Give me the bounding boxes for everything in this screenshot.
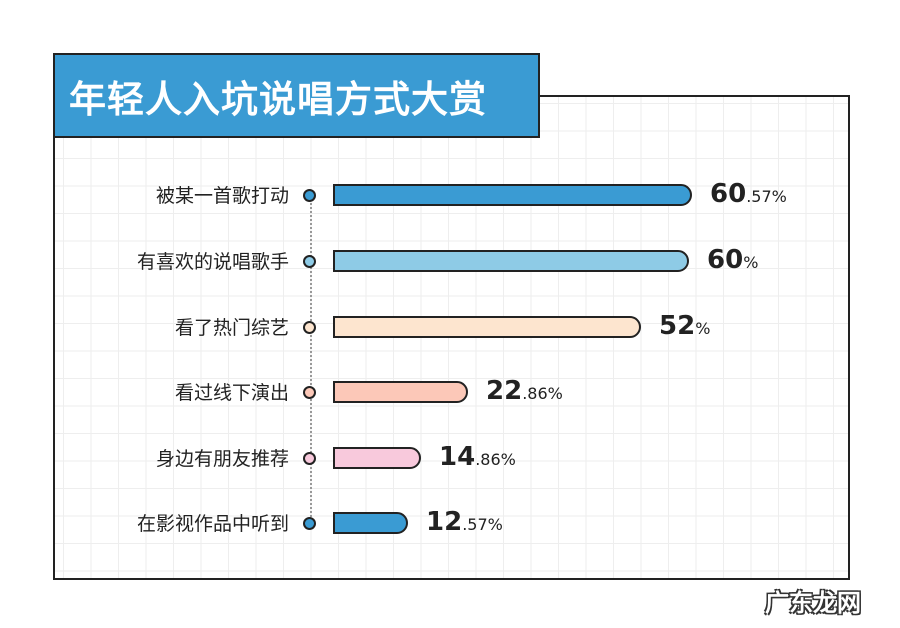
bar-row: 身边有朋友推荐 14.86% bbox=[0, 442, 900, 472]
dotted-axis-line bbox=[310, 196, 312, 520]
category-label: 看了热门综艺 bbox=[174, 317, 289, 339]
category-label: 有喜欢的说唱歌手 bbox=[136, 251, 289, 273]
bar-row: 在影视作品中听到 12.57% bbox=[0, 507, 900, 537]
marker-dot-icon bbox=[303, 386, 316, 399]
bar bbox=[333, 381, 468, 403]
value-label: 60.57% bbox=[710, 179, 787, 209]
category-label: 看过线下演出 bbox=[174, 382, 289, 404]
category-label: 身边有朋友推荐 bbox=[155, 448, 289, 470]
bar bbox=[333, 512, 408, 534]
bar-row: 看过线下演出 22.86% bbox=[0, 376, 900, 406]
marker-dot-icon bbox=[303, 189, 316, 202]
chart-title: 年轻人入坑说唱方式大赏 bbox=[53, 53, 540, 138]
bar bbox=[333, 250, 689, 272]
watermark: 广东龙网 bbox=[765, 589, 861, 617]
value-label: 60% bbox=[707, 245, 759, 275]
value-label: 12.57% bbox=[426, 507, 503, 537]
value-label: 22.86% bbox=[486, 376, 563, 406]
bar-row: 被某一首歌打动 60.57% bbox=[0, 179, 900, 209]
marker-dot-icon bbox=[303, 452, 316, 465]
category-label: 在影视作品中听到 bbox=[136, 513, 289, 535]
bar bbox=[333, 184, 692, 206]
bar bbox=[333, 447, 421, 469]
marker-dot-icon bbox=[303, 517, 316, 530]
marker-dot-icon bbox=[303, 255, 316, 268]
bar-row: 看了热门综艺 52% bbox=[0, 311, 900, 341]
marker-dot-icon bbox=[303, 321, 316, 334]
bar bbox=[333, 316, 641, 338]
value-label: 52% bbox=[659, 311, 711, 341]
bar-row: 有喜欢的说唱歌手 60% bbox=[0, 245, 900, 275]
category-label: 被某一首歌打动 bbox=[155, 185, 289, 207]
value-label: 14.86% bbox=[439, 442, 516, 472]
